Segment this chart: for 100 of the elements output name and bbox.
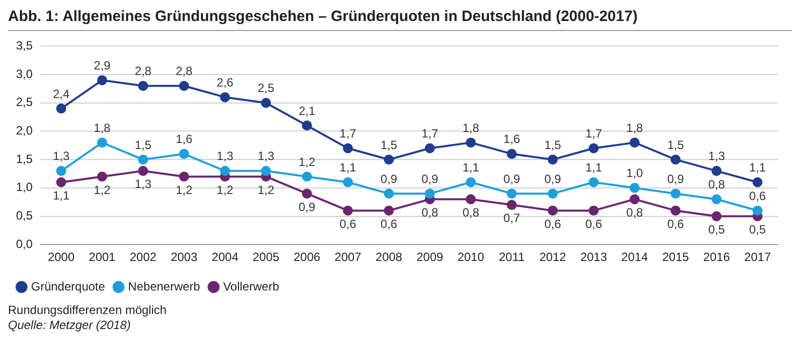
- data-label: 1,2: [94, 182, 111, 197]
- data-label: 1,8: [94, 120, 111, 135]
- point: [179, 148, 190, 159]
- point: [588, 177, 599, 188]
- data-label: 0,8: [421, 206, 438, 220]
- point: [384, 206, 394, 216]
- point: [342, 143, 353, 154]
- point: [630, 194, 640, 204]
- data-label: 1,6: [176, 132, 193, 146]
- x-tick-label: 2008: [376, 250, 403, 264]
- data-label: 2,6: [216, 76, 234, 90]
- point: [138, 166, 148, 176]
- point: [588, 143, 599, 154]
- legend-label: Vollerwerb: [223, 279, 280, 294]
- x-tick-label: 2017: [744, 250, 772, 264]
- text: Rundungsdifferenzen möglich: [8, 303, 168, 318]
- x-tick-label: 2015: [662, 250, 690, 264]
- point: [548, 206, 558, 216]
- data-label: 1,5: [380, 138, 398, 152]
- point: [179, 172, 190, 182]
- point: [588, 206, 599, 216]
- point: [179, 80, 190, 91]
- point: [260, 166, 271, 176]
- point: [97, 75, 108, 86]
- data-label: 1,1: [340, 160, 357, 175]
- point: [138, 80, 148, 91]
- point: [630, 138, 640, 148]
- point: [302, 172, 312, 182]
- point: [466, 138, 476, 148]
- y-tick-label: 3,0: [16, 66, 33, 81]
- data-label: 1,7: [421, 126, 438, 141]
- data-label: 0,8: [626, 206, 644, 220]
- data-label: 1,1: [52, 188, 70, 203]
- point: [220, 166, 230, 176]
- source-note: Quelle: Metzger (2018): [8, 318, 132, 333]
- point: [56, 177, 66, 188]
- x-tick-label: 2014: [621, 250, 648, 264]
- point: [712, 194, 722, 204]
- data-label: 0,9: [380, 172, 398, 186]
- legend-label: Gründerquote: [31, 279, 106, 294]
- point: [506, 148, 517, 159]
- data-label: 1,0: [626, 166, 644, 180]
- x-tick-label: 2006: [294, 250, 321, 264]
- point: [670, 154, 681, 165]
- x-tick-label: 2004: [212, 250, 239, 264]
- x-tick-label: 2007: [334, 250, 362, 264]
- x-tick-label: 2010: [457, 250, 484, 264]
- data-label: 1,7: [585, 126, 602, 141]
- data-label: 1,3: [216, 149, 234, 164]
- data-label: 0,6: [585, 216, 602, 231]
- point: [342, 206, 353, 216]
- data-label: 0,9: [421, 172, 438, 186]
- data-label: 1,2: [258, 182, 275, 197]
- y-tick-label: 1,5: [16, 152, 33, 166]
- point: [302, 120, 312, 131]
- data-label: 1,2: [176, 182, 193, 197]
- point: [466, 177, 476, 188]
- data-label: 1,3: [52, 149, 70, 164]
- data-label: 1,1: [749, 160, 766, 175]
- data-label: 0,6: [544, 216, 562, 231]
- data-label: 1,1: [462, 160, 480, 175]
- point: [56, 166, 66, 176]
- point: [384, 188, 394, 199]
- data-label: 0,5: [708, 222, 726, 237]
- data-label: 1,5: [667, 138, 684, 152]
- data-label: 1,2: [216, 182, 234, 197]
- data-label: 0,6: [667, 216, 684, 231]
- y-tick-label: 3,5: [16, 38, 33, 53]
- x-tick-label: 2011: [498, 250, 525, 264]
- data-label: 2,5: [258, 81, 275, 96]
- point: [97, 172, 108, 182]
- data-label: 0,7: [503, 211, 520, 226]
- y-tick-label: 1,0: [16, 180, 33, 194]
- point: [466, 194, 476, 204]
- point: [506, 200, 517, 210]
- point: [712, 211, 722, 222]
- x-tick-label: 2005: [252, 250, 280, 264]
- point: [506, 188, 517, 199]
- data-label: 1,3: [134, 177, 152, 192]
- data-label: 2,8: [134, 64, 152, 78]
- data-label: 0,6: [340, 216, 357, 231]
- data-label: 0,9: [503, 172, 520, 186]
- x-tick-label: 2001: [88, 250, 116, 264]
- point: [670, 206, 681, 216]
- point: [424, 188, 435, 199]
- point: [302, 188, 312, 199]
- point: [424, 143, 435, 154]
- point: [138, 154, 148, 165]
- point: [220, 92, 230, 102]
- y-tick-label: 0,5: [16, 208, 33, 223]
- data-label: 1,5: [544, 138, 562, 152]
- data-label: 1,7: [340, 126, 357, 141]
- point: [670, 188, 681, 199]
- x-tick-label: 2012: [539, 250, 566, 264]
- x-tick-label: 2013: [580, 250, 608, 264]
- data-label: 0,9: [544, 172, 562, 186]
- data-label: 0,6: [749, 188, 766, 203]
- data-label: 1,6: [503, 132, 520, 146]
- data-label: 1,8: [462, 120, 480, 135]
- data-label: 1,8: [626, 120, 644, 135]
